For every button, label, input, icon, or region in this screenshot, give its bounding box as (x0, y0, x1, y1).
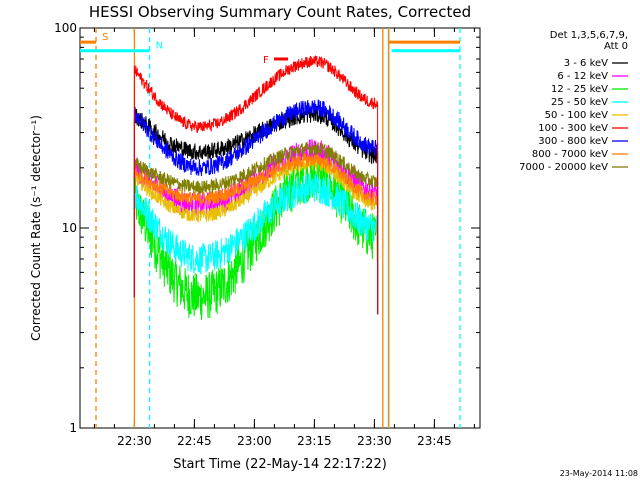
chart-title: HESSI Observing Summary Count Rates, Cor… (89, 3, 471, 21)
flag-label: N (156, 41, 163, 52)
series-line (133, 155, 379, 315)
series-line (133, 141, 379, 315)
legend-header: Att 0 (604, 41, 628, 52)
legend-label: 800 - 7000 keV (532, 149, 608, 160)
legend-label: 300 - 800 keV (538, 136, 608, 147)
legend-label: 3 - 6 keV (564, 58, 608, 69)
legend-label: 100 - 300 keV (538, 123, 608, 134)
legend-label: 6 - 12 keV (557, 71, 608, 82)
x-tick-label: 23:30 (357, 434, 392, 448)
y-axis-label: Corrected Count Rate (s⁻¹ detector⁻¹) (29, 115, 43, 341)
x-tick-label: 23:15 (297, 434, 332, 448)
series-line (133, 99, 379, 315)
x-axis-label: Start Time (22-May-14 22:17:22) (173, 457, 387, 472)
legend-label: 50 - 100 keV (545, 110, 609, 121)
series-line (133, 173, 379, 315)
y-tick-label: 10 (62, 221, 77, 235)
plot-area: 1 10 100 22:30 22:45 23:00 23:15 23:30 23:45 S N F (54, 21, 481, 448)
x-tick-label: 23:00 (237, 434, 272, 448)
flag-label: S (102, 32, 108, 43)
y-tick-label: 100 (54, 21, 77, 35)
x-tick-label: 23:45 (417, 434, 452, 448)
x-tick-label: 22:45 (177, 434, 212, 448)
series-line (133, 105, 379, 315)
legend-label: 7000 - 20000 keV (519, 162, 608, 173)
series-line (133, 153, 379, 315)
flag-label: F (263, 55, 269, 66)
legend-label: 12 - 25 keV (551, 84, 608, 95)
footer-timestamp: 23-May-2014 11:08 (560, 469, 638, 478)
plot-frame (79, 27, 481, 429)
legend-header: Det 1,3,5,6,7,9, (550, 30, 628, 41)
legend: Det 1,3,5,6,7,9,Att 0 3 - 6 keV 6 - 12 keV… (519, 30, 628, 173)
y-tick-label: 1 (69, 421, 77, 435)
series-line (133, 55, 379, 315)
x-tick-label: 22:30 (117, 434, 152, 448)
legend-label: 25 - 50 keV (551, 97, 608, 108)
